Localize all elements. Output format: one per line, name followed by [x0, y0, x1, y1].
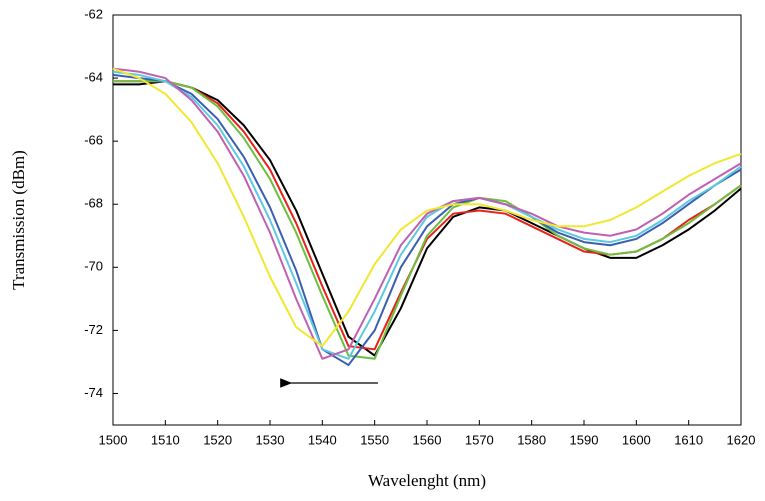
x-tick-label: 1570 [465, 432, 494, 447]
x-axis-title: Wavelenght (nm) [368, 471, 486, 490]
x-tick-label: 1530 [256, 432, 285, 447]
y-tick-label: -62 [84, 6, 103, 21]
series-line [112, 73, 742, 367]
series-line [113, 80, 742, 360]
series-line [112, 67, 742, 348]
y-tick-label: -64 [84, 70, 103, 85]
x-tick-label: 1610 [674, 432, 703, 447]
x-tick-label: 1520 [203, 432, 232, 447]
plot-frame [112, 14, 742, 426]
x-tick-label: 1580 [517, 432, 546, 447]
y-tick-label: -72 [84, 322, 103, 337]
x-tick-label: 1540 [308, 432, 337, 447]
x-tick-label: 1560 [413, 432, 442, 447]
series-line [113, 80, 742, 357]
x-tick-label: 1590 [570, 432, 599, 447]
series-line [112, 70, 742, 360]
series-line [113, 80, 742, 351]
x-tick-label: 1620 [727, 432, 756, 447]
y-axis-title: Transmission (dBm) [9, 150, 28, 290]
y-tick-label: -68 [84, 196, 103, 211]
y-tick-label: -70 [84, 259, 103, 274]
y-tick-label: -66 [84, 133, 103, 148]
x-tick-label: 1500 [99, 432, 128, 447]
x-tick-label: 1600 [622, 432, 651, 447]
y-tick-label: -74 [84, 385, 103, 400]
series-line [112, 67, 742, 360]
x-tick-label: 1510 [151, 432, 180, 447]
x-tick-label: 1550 [360, 432, 389, 447]
